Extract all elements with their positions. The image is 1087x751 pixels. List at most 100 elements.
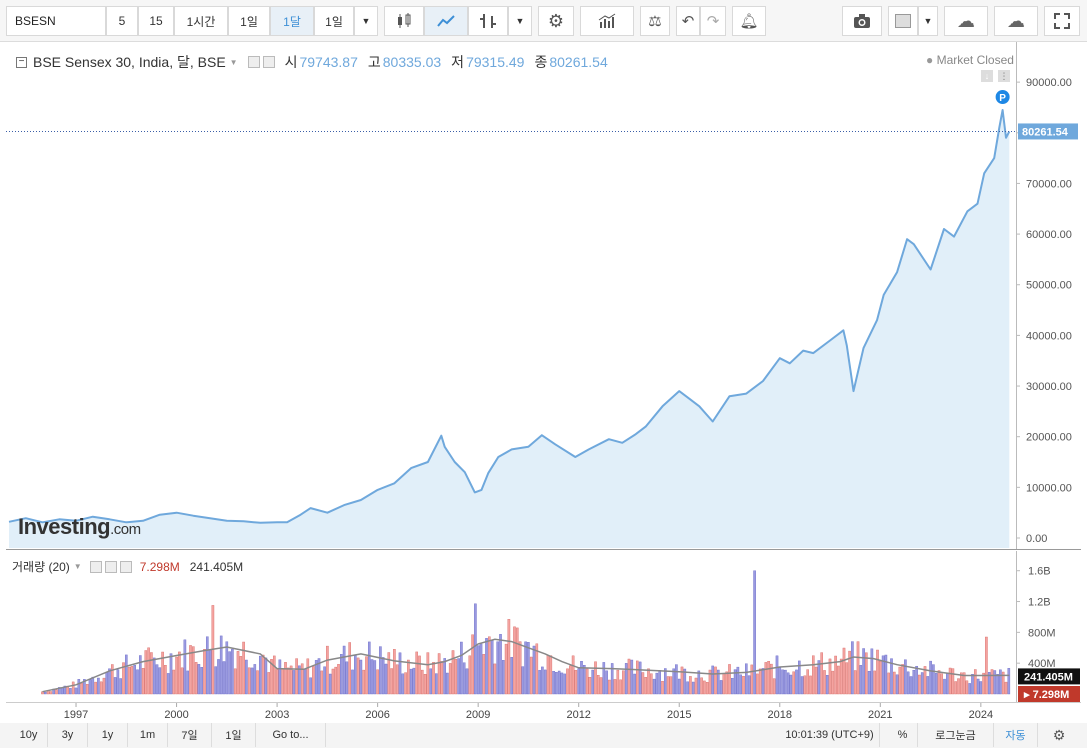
volume-bar [831, 670, 835, 695]
volume-pane[interactable]: 400M 800M 1.2B 1.6B 241.405M ▸ 7.298M 거래량 (20… [6, 551, 1081, 703]
line-chart-button[interactable] [424, 6, 468, 36]
volume-bar [312, 666, 315, 695]
volume-bar [990, 669, 994, 695]
volume-bar [943, 678, 946, 695]
percent-toggle[interactable]: % [888, 723, 918, 747]
goto-button[interactable]: Go to... [256, 723, 326, 747]
interval-select[interactable]: 1일 [314, 6, 354, 36]
log-scale-toggle[interactable]: 로그눈금 [918, 723, 994, 747]
indicators-button[interactable] [580, 6, 634, 36]
volume-bar [636, 660, 639, 695]
color-picker-button[interactable] [888, 6, 918, 36]
chevron-down-icon[interactable]: ▼ [229, 57, 238, 67]
interval-5-button[interactable]: 5 [106, 6, 138, 36]
volume-bar [122, 662, 125, 695]
volume-bar [711, 665, 714, 695]
visibility-icon[interactable] [89, 560, 102, 573]
volume-bar [147, 647, 150, 695]
volume-bar [365, 656, 368, 695]
price-chart[interactable]: 0.00 10000.00 20000.00 30000.00 40000.00 5000… [6, 42, 1081, 550]
visibility-icon[interactable] [247, 56, 260, 68]
cloud-load-button[interactable]: ☁ [944, 6, 988, 36]
price-pane[interactable]: 0.00 10000.00 20000.00 30000.00 40000.00 5000… [6, 42, 1081, 550]
redo-button[interactable]: ↷ [700, 6, 726, 36]
volume-bar [110, 664, 114, 695]
volume-bar [800, 676, 804, 695]
interval-15-button[interactable]: 15 [138, 6, 174, 36]
volume-bar [717, 669, 720, 695]
collapse-icon[interactable]: − [16, 56, 27, 68]
more-options-button[interactable]: ⋮ [998, 70, 1010, 82]
color-swatch-icon [895, 14, 911, 28]
volume-bar [440, 661, 444, 695]
volume-bar [733, 669, 737, 695]
chevron-down-icon[interactable]: ▼ [73, 562, 82, 571]
volume-chart[interactable]: 400M 800M 1.2B 1.6B 241.405M ▸ 7.298M [6, 551, 1081, 703]
price-area-fill [9, 110, 1010, 548]
volume-bar [538, 670, 541, 695]
gear-icon[interactable] [104, 560, 117, 573]
color-dropdown-button[interactable]: ▼ [918, 6, 938, 36]
close-label: 종 [534, 54, 548, 70]
volume-bar [697, 670, 701, 695]
volume-bar [203, 648, 206, 695]
volume-bar [289, 665, 293, 695]
volume-bar [231, 648, 234, 695]
range-3y-button[interactable]: 3y [48, 723, 88, 747]
interval-1d-button[interactable]: 1일 [228, 6, 270, 36]
interval-1month-button[interactable]: 1달 [270, 6, 314, 36]
volume-bar [242, 641, 245, 695]
volume-bar [650, 673, 653, 695]
volume-bar [119, 678, 122, 695]
volume-bar [471, 634, 474, 695]
cloud-save-button[interactable]: ☁ [994, 6, 1038, 36]
chart-type-dropdown-button[interactable]: ▼ [508, 6, 532, 36]
interval-dropdown-button[interactable]: ▼ [354, 6, 378, 36]
undo-button[interactable]: ↶ [676, 6, 700, 36]
volume-bar [845, 662, 849, 695]
snapshot-button[interactable] [842, 6, 882, 36]
interval-1h-button[interactable]: 1시간 [174, 6, 228, 36]
settings-button[interactable]: ⚙ [1044, 723, 1074, 747]
volume-bar [904, 659, 907, 695]
close-value: 80261.54 [549, 54, 608, 70]
candlestick-button[interactable] [384, 6, 424, 36]
volume-bar [909, 676, 913, 695]
auto-scale-toggle[interactable]: 자동 [994, 723, 1038, 747]
close-icon[interactable] [119, 560, 132, 573]
volume-bar [731, 677, 734, 695]
range-10y-button[interactable]: 10y [10, 723, 48, 747]
volume-bar [488, 636, 491, 695]
volume-bar [133, 665, 136, 695]
compare-button[interactable]: ⚖ [640, 6, 670, 36]
range-1y-button[interactable]: 1y [88, 723, 128, 747]
volume-bar [742, 675, 745, 695]
scroll-down-button[interactable]: ↓ [981, 70, 993, 82]
volume-bar [468, 655, 472, 695]
bar-chart-button[interactable] [468, 6, 508, 36]
volume-bar [761, 668, 765, 695]
candlestick-icon [398, 13, 411, 28]
volume-bar [404, 672, 407, 695]
volume-bar [55, 689, 58, 695]
market-status-text: Market Closed [936, 53, 1014, 67]
volume-bar [725, 671, 728, 695]
settings-button[interactable]: ⚙ [538, 6, 574, 36]
time-axis[interactable]: 1997 2000 2003 2006 2009 2012 2015 2018 2021 2024 [0, 703, 1087, 723]
x-tick-label: 2018 [768, 709, 792, 721]
volume-bar [284, 662, 287, 695]
volume-bar [974, 669, 977, 695]
volume-bar [555, 671, 558, 695]
volume-bar [88, 679, 92, 695]
alert-button[interactable]: 🔔︎ [732, 6, 766, 36]
symbol-input[interactable]: BSESN [6, 6, 106, 36]
range-1m-button[interactable]: 1m [128, 723, 168, 747]
range-1d-button[interactable]: 1일 [212, 723, 256, 747]
gear-icon: ⚙ [1052, 726, 1066, 743]
fullscreen-button[interactable] [1044, 6, 1080, 36]
volume-bar [940, 673, 943, 695]
volume-bar [700, 677, 703, 695]
range-7d-button[interactable]: 7일 [168, 723, 212, 747]
gear-icon[interactable] [262, 56, 275, 68]
volume-bar [253, 664, 257, 695]
